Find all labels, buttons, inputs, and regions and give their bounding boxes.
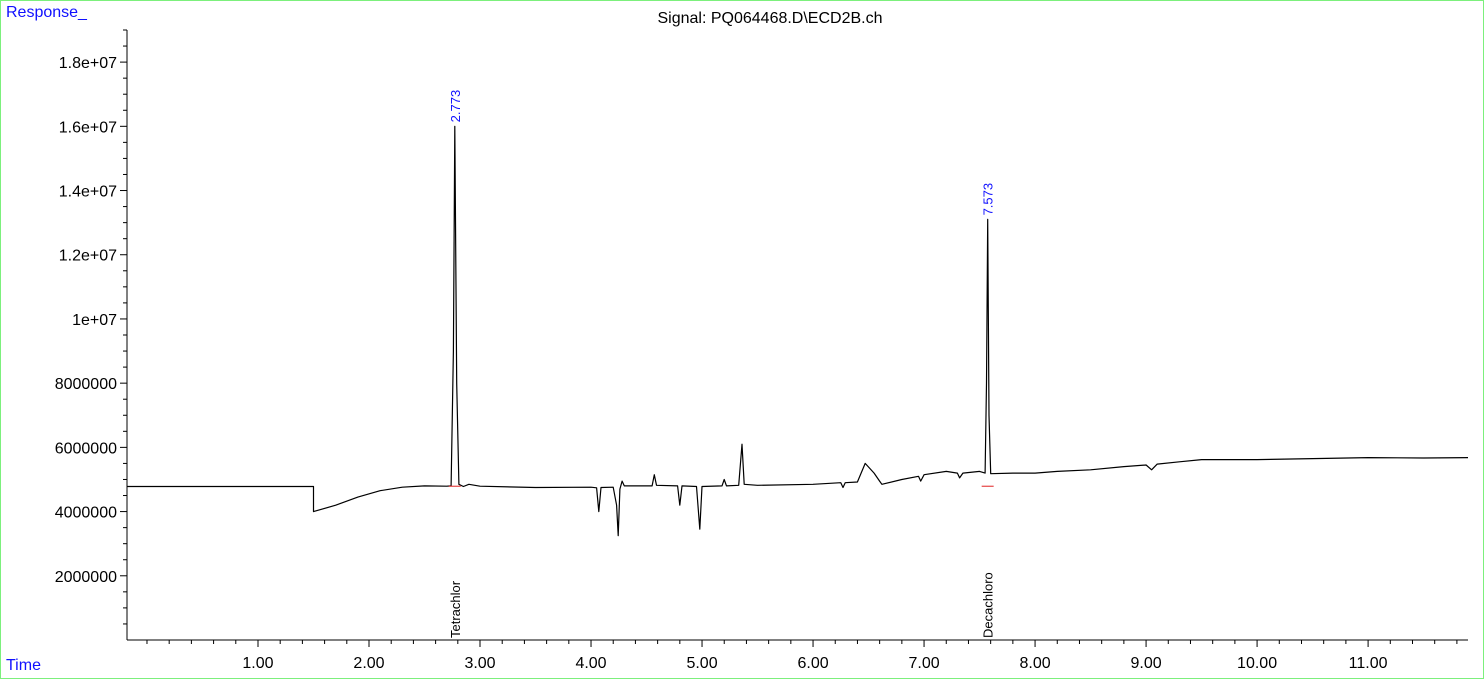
y-tick-label: 2000000 bbox=[55, 569, 117, 586]
x-tick-label: 4.00 bbox=[575, 655, 606, 672]
x-tick-label: 1.00 bbox=[242, 655, 273, 672]
y-axis-label: Response_ bbox=[6, 4, 87, 21]
x-tick-label: 5.00 bbox=[686, 655, 717, 672]
peak-compound-label: Tetrachlor bbox=[448, 580, 463, 638]
x-tick-label: 6.00 bbox=[797, 655, 828, 672]
peak-retention-time-label: 2.773 bbox=[448, 90, 463, 123]
x-tick-label: 9.00 bbox=[1131, 655, 1162, 672]
x-tick-label: 7.00 bbox=[908, 655, 939, 672]
x-tick-label: 8.00 bbox=[1019, 655, 1050, 672]
y-tick-label: 1.6e+07 bbox=[59, 119, 117, 136]
y-tick-label: 1e+07 bbox=[72, 312, 117, 329]
y-tick-label: 4000000 bbox=[55, 505, 117, 522]
y-tick-label: 6000000 bbox=[55, 440, 117, 457]
y-tick-label: 1.2e+07 bbox=[59, 248, 117, 265]
y-tick-label: 1.8e+07 bbox=[59, 55, 117, 72]
x-axis-label: Time bbox=[6, 657, 41, 674]
x-tick-label: 3.00 bbox=[464, 655, 495, 672]
chromatogram-trace bbox=[127, 125, 1469, 537]
y-tick-label: 1.4e+07 bbox=[59, 184, 117, 201]
x-tick-label: 10.00 bbox=[1237, 655, 1277, 672]
chart-title: Signal: PQ064468.D\ECD2B.ch bbox=[657, 10, 883, 27]
x-tick-label: 11.00 bbox=[1349, 655, 1388, 672]
y-tick-label: 8000000 bbox=[55, 376, 117, 393]
peak-compound-label: Decachloro bbox=[981, 572, 996, 638]
x-tick-label: 2.00 bbox=[353, 655, 384, 672]
peak-retention-time-label: 7.573 bbox=[981, 183, 996, 216]
